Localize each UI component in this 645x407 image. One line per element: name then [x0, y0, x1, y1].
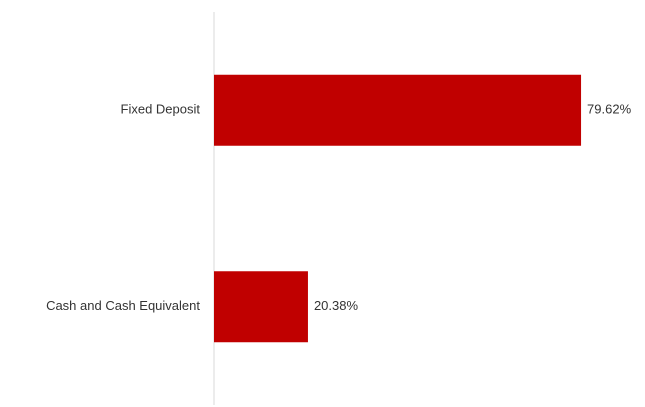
- value-label-1: 20.38%: [314, 298, 359, 313]
- value-labels-group: 79.62% 20.38%: [314, 102, 632, 314]
- category-labels-group: Fixed Deposit Cash and Cash Equivalent: [46, 102, 200, 314]
- bar-0: [214, 74, 582, 146]
- category-label-1: Cash and Cash Equivalent: [46, 298, 200, 313]
- bars-group: [214, 74, 582, 343]
- bar-1: [214, 271, 308, 343]
- value-label-0: 79.62%: [587, 102, 632, 117]
- category-label-0: Fixed Deposit: [121, 102, 201, 117]
